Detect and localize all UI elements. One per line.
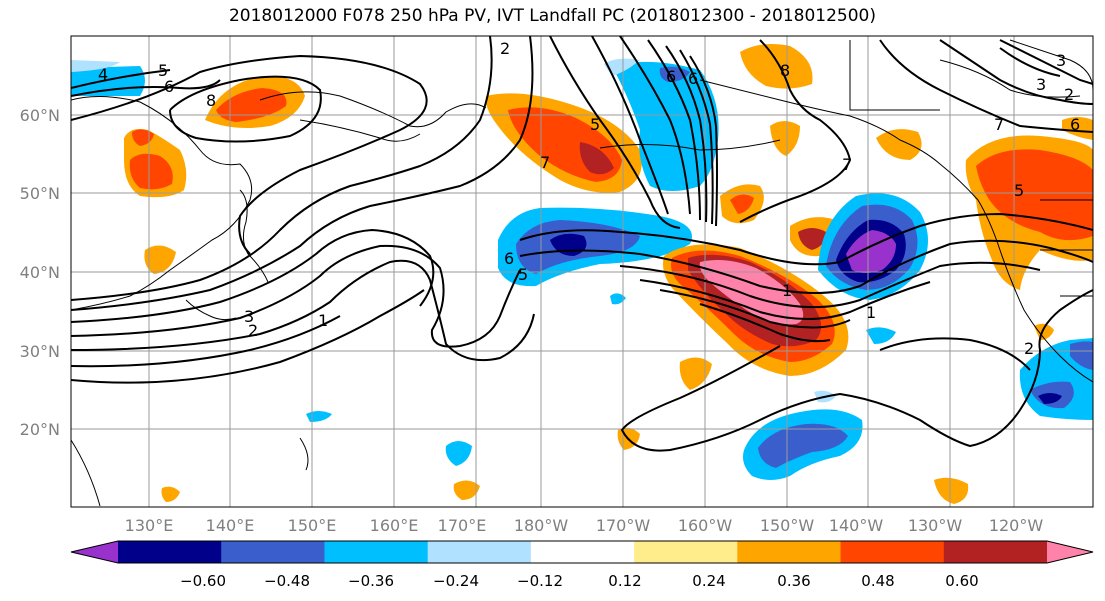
negative-anomaly [1070, 341, 1093, 370]
lat-label: 30°N [20, 342, 60, 361]
contour-label: 7 [842, 155, 852, 174]
contour-label: 4 [98, 65, 108, 84]
positive-anomaly [161, 486, 180, 502]
positive-anomaly [579, 142, 614, 175]
contour-label: 7 [994, 115, 1004, 134]
negative-anomaly [758, 423, 848, 468]
contour-label: 5 [590, 115, 600, 134]
lat-label: 60°N [20, 106, 60, 125]
negative-anomaly [866, 327, 896, 344]
lon-label: 140°W [829, 516, 884, 535]
contour-label: 6 [666, 67, 676, 86]
colorbar-tick-label: −0.24 [433, 572, 479, 590]
lon-labels: 130°E 140°E 150°E 160°E 170°E 180°W 170°… [125, 516, 1044, 535]
colorbar-segment [737, 541, 842, 563]
colorbar-tick-label: 0.36 [777, 572, 810, 590]
positive-anomaly [1034, 323, 1054, 340]
map-title: 2018012000 F078 250 hPa PV, IVT Landfall… [228, 6, 876, 26]
lon-label: 150°E [288, 516, 337, 535]
positive-anomaly [770, 121, 800, 156]
contour-label: 6 [1070, 115, 1080, 134]
contour-label: 7 [540, 153, 550, 172]
colorbar-segment [530, 541, 635, 563]
colorbar-segment [943, 541, 1048, 563]
contour-label: 5 [518, 265, 528, 284]
colorbar-tick-label: −0.12 [517, 572, 563, 590]
lon-label: 180°W [514, 516, 569, 535]
colorbar [70, 540, 1094, 564]
contour-label: 2 [1024, 339, 1034, 358]
positive-anomaly [740, 44, 813, 89]
lat-labels: 60°N 50°N 40°N 30°N 20°N [20, 106, 60, 439]
positive-anomaly [798, 228, 826, 250]
colorbar-segment [221, 541, 325, 563]
positive-anomaly [699, 260, 804, 325]
colorbar-segment [634, 541, 738, 563]
colorbar-tick-label: 0.48 [861, 572, 894, 590]
contour-label: 5 [1014, 181, 1024, 200]
lat-label: 20°N [20, 420, 60, 439]
lon-label: 170°W [596, 516, 651, 535]
positive-anomaly [129, 153, 173, 190]
colorbar-tick-label: −0.60 [180, 572, 226, 590]
lon-label: 140°E [206, 516, 255, 535]
lon-label: 130°W [908, 516, 963, 535]
pv-contours [71, 36, 1093, 452]
lon-label: 170°E [438, 516, 487, 535]
lon-label: 120°W [989, 516, 1044, 535]
lat-label: 40°N [20, 263, 60, 282]
contour-label: 5 [158, 61, 168, 80]
colorbar-segment [324, 541, 429, 563]
colorbar-ticks: −0.60 −0.48 −0.36 −0.24 −0.12 0.12 0.24 … [180, 572, 979, 590]
contour-label: 3 [1036, 75, 1046, 94]
colorbar-tick-label: −0.36 [348, 572, 394, 590]
contour-label: 1 [318, 311, 328, 330]
negative-anomaly [71, 60, 120, 72]
negative-anomaly [604, 58, 640, 76]
colorbar-segment [427, 541, 532, 563]
positive-anomaly [1062, 117, 1093, 140]
colorbar-tick-label: 0.60 [945, 572, 978, 590]
colorbar-tick-label: 0.12 [608, 572, 641, 590]
contour-label: 6 [504, 249, 514, 268]
positive-anomaly [216, 88, 287, 122]
colorbar-outline [70, 540, 1094, 564]
negative-anomaly [445, 441, 472, 466]
colorbar-tick-label: 0.24 [692, 572, 725, 590]
contour-label: 2 [248, 321, 258, 340]
contour-label: 6 [164, 77, 174, 96]
map-frame [70, 35, 1094, 508]
negative-anomaly [610, 293, 626, 305]
positive-anomaly [934, 477, 969, 504]
positive-anomaly [679, 357, 712, 390]
colorbar-segment [118, 541, 222, 563]
contour-label: 3 [244, 307, 254, 326]
colorbar-extend-right [1047, 541, 1093, 563]
contour-label: 8 [206, 91, 216, 110]
contour-label: 1 [866, 303, 876, 322]
contour-labels: 4 5 6 8 2 5 7 8 7 6 7 2 5 6 3 1 3 2 1 6 … [98, 39, 1080, 358]
contour-label: 6 [688, 69, 698, 88]
contour-label: 2 [500, 39, 510, 58]
positive-anomaly [876, 129, 922, 160]
lon-label: 160°E [370, 516, 419, 535]
negative-anomaly [1038, 393, 1062, 404]
contour-label: 8 [780, 61, 790, 80]
positive-anomaly [976, 149, 1093, 241]
contour-label: 2 [1064, 85, 1074, 104]
colorbar-segment [840, 541, 945, 563]
colorbar-extend-left [71, 541, 118, 563]
contour-label: 1 [782, 281, 792, 300]
lon-label: 130°E [125, 516, 174, 535]
lat-label: 50°N [20, 184, 60, 203]
positive-anomaly [730, 194, 754, 214]
positive-anomaly [453, 480, 480, 500]
lon-label: 160°W [678, 516, 733, 535]
contour-label: 3 [1056, 51, 1066, 70]
positive-anomaly [144, 245, 176, 274]
lon-label: 150°W [760, 516, 815, 535]
colorbar-tick-label: −0.48 [264, 572, 310, 590]
